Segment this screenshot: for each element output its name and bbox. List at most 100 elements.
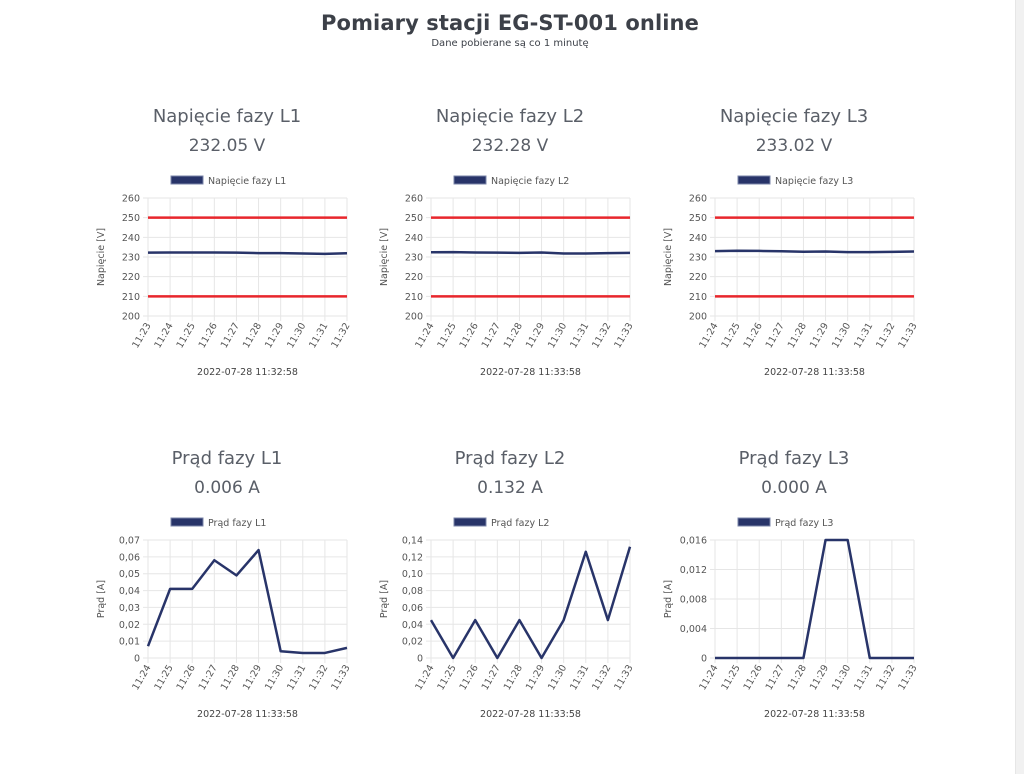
- x-tick-label: 11:28: [786, 321, 809, 350]
- panel-title: Napięcie fazy L3: [719, 106, 869, 127]
- x-tick-label: 11:31: [568, 663, 591, 692]
- panel-title: Prąd fazy L2: [454, 448, 566, 469]
- panel-title: Napięcie fazy L2: [435, 106, 585, 127]
- y-tick-label: 240: [405, 233, 423, 244]
- legend-label: Prąd fazy L3: [775, 518, 833, 529]
- y-axis-label: Prąd [A]: [96, 580, 107, 618]
- x-tick-label: 11:29: [808, 321, 831, 350]
- y-tick-label: 230: [405, 253, 423, 264]
- y-tick-label: 250: [405, 213, 423, 224]
- y-tick-label: 250: [122, 213, 140, 224]
- x-tick-label: 11:33: [612, 663, 635, 692]
- legend-label: Napięcie fazy L2: [491, 176, 569, 187]
- panel-value: 232.28 V: [471, 136, 549, 156]
- y-tick-label: 0,05: [119, 569, 140, 580]
- x-tick-label: 11:24: [697, 321, 720, 350]
- x-tick-label: 11:25: [435, 321, 458, 350]
- legend-swatch: [170, 517, 204, 527]
- x-tick-label: 11:26: [197, 321, 220, 350]
- x-tick-label: 11:31: [852, 321, 875, 350]
- legend-swatch: [453, 517, 487, 527]
- x-tick-label: 11:29: [524, 321, 547, 350]
- y-axis-label: Prąd [A]: [663, 580, 674, 618]
- x-tick-label: 11:29: [808, 663, 831, 692]
- page-scrollbar[interactable]: [1015, 0, 1024, 774]
- y-tick-label: 0,10: [402, 569, 423, 580]
- x-tick-label: 11:30: [263, 663, 286, 692]
- y-tick-label: 260: [689, 194, 707, 205]
- voltage-l2-panel: Napięcie fazy L2 232.28 V Napięcie fazy …: [375, 106, 645, 386]
- series-line: [430, 250, 631, 255]
- current-l2-chart: Prąd fazy L2 0 0,02 0,04 0,06 0,08 0,10 0,12 0,1…: [379, 517, 636, 720]
- current-l3-panel: Prąd fazy L3 0.000 A Prąd fazy L3 0 0,004 0…: [659, 448, 929, 728]
- x-tick-label: 11:33: [612, 321, 635, 350]
- series-line: [715, 538, 914, 660]
- y-tick-label: 250: [689, 213, 707, 224]
- x-tick-label: 11:28: [502, 663, 525, 692]
- x-tick-label: 11:32: [590, 321, 613, 350]
- panel-title: Prąd fazy L3: [738, 448, 850, 469]
- y-tick-label: 0,016: [680, 536, 707, 547]
- x-tick-label: 11:31: [852, 663, 875, 692]
- legend-label: Napięcie fazy L1: [208, 176, 286, 187]
- y-tick-label: 0: [417, 654, 423, 665]
- y-tick-label: 240: [122, 233, 140, 244]
- x-tick-label: 11:25: [152, 663, 175, 692]
- legend-swatch: [170, 175, 204, 185]
- x-axis-label: 2022-07-28 11:32:58: [197, 367, 298, 378]
- y-tick-label: 220: [405, 272, 423, 283]
- page-header: Pomiary stacji EG-ST-001 online Dane pob…: [0, 11, 1020, 49]
- x-axis-label: 2022-07-28 11:33:58: [764, 367, 865, 378]
- panel-value: 0.132 A: [477, 478, 543, 498]
- y-tick-label: 0,04: [119, 586, 140, 597]
- y-tick-label: 0,08: [402, 586, 423, 597]
- y-tick-label: 240: [689, 233, 707, 244]
- x-axis-label: 2022-07-28 11:33:58: [480, 709, 581, 720]
- y-tick-label: 0,14: [402, 536, 423, 547]
- voltage-l2-chart: Napięcie fazy L2 200 210 220 230 240 250 260 11:…: [379, 175, 636, 378]
- y-tick-label: 0,01: [119, 637, 140, 648]
- x-tick-label: 11:32: [329, 321, 352, 350]
- y-axis-label: Napięcie [V]: [663, 228, 674, 286]
- panel-value: 0.006 A: [194, 478, 260, 498]
- x-tick-label: 11:23: [130, 321, 153, 350]
- x-tick-label: 11:26: [458, 663, 481, 692]
- x-tick-label: 11:29: [241, 663, 264, 692]
- y-tick-label: 0,02: [402, 637, 423, 648]
- x-tick-label: 11:24: [413, 321, 436, 350]
- x-tick-label: 11:24: [152, 321, 175, 350]
- y-axis-label: Prąd [A]: [379, 580, 390, 618]
- panel-title: Napięcie fazy L1: [152, 106, 302, 127]
- x-tick-label: 11:27: [764, 321, 787, 350]
- y-tick-label: 230: [689, 253, 707, 264]
- x-tick-label: 11:25: [175, 321, 198, 350]
- x-tick-label: 11:29: [524, 663, 547, 692]
- x-tick-label: 11:33: [329, 663, 352, 692]
- x-tick-label: 11:25: [719, 663, 742, 692]
- y-axis-label: Napięcie [V]: [96, 228, 107, 286]
- page-title: Pomiary stacji EG-ST-001 online: [321, 11, 699, 35]
- legend-swatch: [737, 175, 771, 185]
- x-tick-label: 11:30: [830, 321, 853, 350]
- current-l1-chart: Prąd fazy L1 0 0,01 0,02 0,03 0,04 0,05 0,06 0,0…: [96, 517, 353, 720]
- x-tick-label: 11:30: [830, 663, 853, 692]
- x-tick-label: 11:25: [435, 663, 458, 692]
- x-tick-label: 11:24: [697, 663, 720, 692]
- x-tick-label: 11:31: [307, 321, 330, 350]
- y-tick-label: 200: [122, 312, 140, 323]
- y-tick-label: 0,004: [680, 624, 707, 635]
- y-tick-label: 230: [122, 253, 140, 264]
- x-tick-label: 11:27: [480, 321, 503, 350]
- x-tick-label: 11:26: [742, 663, 765, 692]
- x-tick-label: 11:26: [175, 663, 198, 692]
- x-tick-label: 11:30: [546, 663, 569, 692]
- legend-label: Napięcie fazy L3: [775, 176, 853, 187]
- x-tick-label: 11:32: [590, 663, 613, 692]
- legend-label: Prąd fazy L1: [208, 518, 266, 529]
- legend-swatch: [737, 517, 771, 527]
- series-line: [146, 548, 348, 655]
- y-tick-label: 0: [701, 654, 707, 665]
- x-tick-label: 11:27: [480, 663, 503, 692]
- y-tick-label: 220: [689, 272, 707, 283]
- x-tick-label: 11:31: [285, 663, 308, 692]
